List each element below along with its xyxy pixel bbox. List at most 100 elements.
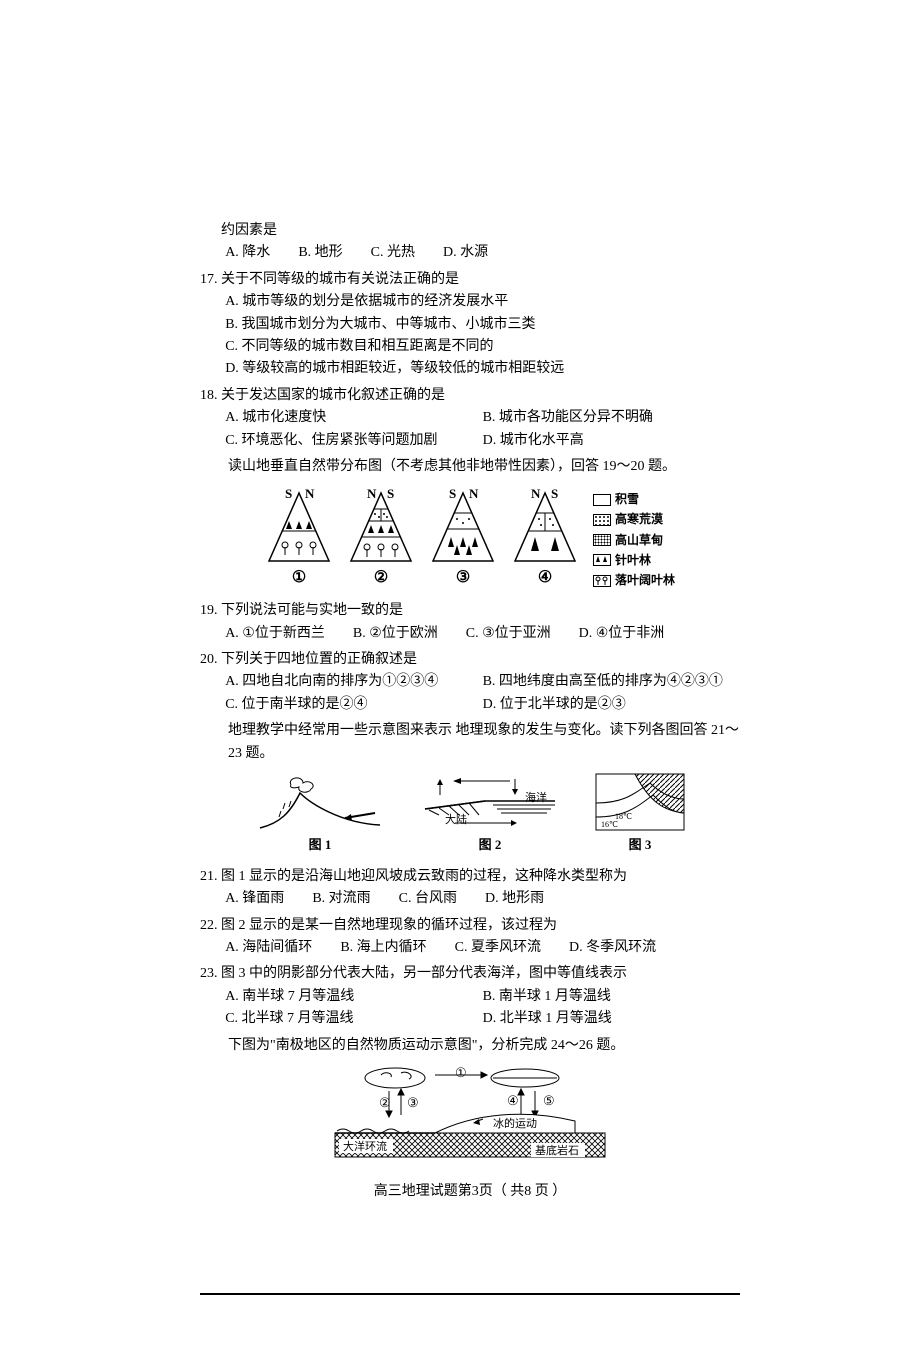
q20-options: A. 四地自北向南的排序为①②③④ C. 位于南半球的是②④ B. 四地纬度由高… (200, 671, 740, 716)
q21-options: A. 锋面雨 B. 对流雨 C. 台风雨 D. 地形雨 (200, 888, 740, 910)
q22-opt-b: B. 海上内循环 (340, 937, 426, 959)
fig-1: 图 1 (255, 773, 385, 856)
fig-3: 16℃ 18℃ 图 3 (595, 773, 685, 856)
q20-stem: 20. 下列关于四地位置的正确叙述是 (200, 649, 740, 671)
fig3-ice-label: 冰的运动 (493, 1116, 537, 1130)
q19-options: A. ①位于新西兰 B. ②位于欧洲 C. ③位于亚洲 D. ④位于非洲 (200, 623, 740, 645)
svg-text:N: N (531, 487, 541, 501)
fig3-label-5: ⑤ (543, 1093, 555, 1108)
q16-opt-a: A. 降水 (225, 242, 270, 264)
q17-opt-a: A. 城市等级的划分是依据城市的经济发展水平 (225, 291, 740, 313)
fig1-caption: 图 1 (255, 835, 385, 856)
note-1: 读山地垂直自然带分布图（不考虑其他非地带性因素），回答 19～20 题。 (200, 456, 740, 478)
q17-stem: 17. 关于不同等级的城市有关说法正确的是 (200, 269, 740, 291)
q16-options: A. 降水 B. 地形 C. 光热 D. 水源 (200, 242, 740, 264)
svg-text:18℃: 18℃ (615, 812, 632, 821)
q16-continuation: 约因素是 A. 降水 B. 地形 C. 光热 D. 水源 (200, 220, 740, 265)
svg-text:S: S (449, 487, 456, 501)
q19-opt-a: A. ①位于新西兰 (225, 623, 325, 645)
triangle-3: S N ③ (429, 487, 497, 591)
q18-opt-b: B. 城市各功能区分异不明确 (483, 407, 740, 429)
q22-stem: 22. 图 2 显示的是某一自然地理现象的循环过程，该过程为 (200, 915, 740, 937)
tri-label-2: ② (374, 565, 388, 591)
figure-three-panels: 图 1 海洋 大陆 图 2 (200, 773, 740, 856)
q19-opt-b: B. ②位于欧洲 (353, 623, 438, 645)
figure-mountains: S N ① N S (200, 486, 740, 590)
figure-antarctic: ① ② ③ ④ ⑤ 冰的运动 大洋环流 基底岩石 (200, 1063, 740, 1163)
q22-opt-a: A. 海陆间循环 (225, 937, 312, 959)
q22-opt-c: C. 夏季风环流 (455, 937, 541, 959)
q21-opt-a: A. 锋面雨 (225, 888, 284, 910)
q20: 20. 下列关于四地位置的正确叙述是 A. 四地自北向南的排序为①②③④ C. … (200, 649, 740, 716)
q17-options: A. 城市等级的划分是依据城市的经济发展水平 B. 我国城市划分为大城市、中等城… (200, 291, 740, 381)
q19-opt-c: C. ③位于亚洲 (466, 623, 551, 645)
legend-snow: 积雪 (593, 490, 675, 509)
q20-opt-b: B. 四地纬度由高至低的排序为④②③① (483, 671, 740, 693)
svg-text:N: N (305, 487, 315, 501)
fig2-ocean-label: 海洋 (525, 790, 547, 804)
q20-opt-c: C. 位于南半球的是②④ (225, 694, 482, 716)
fig3-label-3: ③ (407, 1095, 419, 1110)
fig3-ocean-label: 大洋环流 (343, 1139, 387, 1153)
q17: 17. 关于不同等级的城市有关说法正确的是 A. 城市等级的划分是依据城市的经济… (200, 269, 740, 381)
svg-text:N: N (367, 487, 377, 501)
q21-opt-c: C. 台风雨 (399, 888, 457, 910)
q18-stem: 18. 关于发达国家的城市化叙述正确的是 (200, 385, 740, 407)
q22: 22. 图 2 显示的是某一自然地理现象的循环过程，该过程为 A. 海陆间循环 … (200, 915, 740, 960)
q18-opt-d: D. 城市化水平高 (483, 430, 740, 452)
page-footer: 高三地理试题第3页（ 共8 页 ） (200, 1181, 740, 1203)
q22-options: A. 海陆间循环 B. 海上内循环 C. 夏季风环流 D. 冬季风环流 (200, 937, 740, 959)
legend-grass: 高山草甸 (593, 531, 675, 550)
fig3-caption: 图 3 (595, 835, 685, 856)
q23-options: A. 南半球 7 月等温线 C. 北半球 7 月等温线 B. 南半球 1 月等温… (200, 986, 740, 1031)
tri-label-3: ③ (456, 565, 470, 591)
legend-broadleaf: 落叶阔叶林 (593, 571, 675, 590)
q16-opt-b: B. 地形 (298, 242, 342, 264)
svg-text:S: S (551, 487, 558, 501)
tri-label-1: ① (292, 565, 306, 591)
fig3-label-1: ① (455, 1065, 467, 1080)
q21: 21. 图 1 显示的是沿海山地迎风坡成云致雨的过程，这种降水类型称为 A. 锋… (200, 866, 740, 911)
q18-opt-c: C. 环境恶化、住房紧张等问题加剧 (225, 430, 482, 452)
note-2: 地理教学中经常用一些示意图来表示 地理现象的发生与变化。读下列各图回答 21～2… (200, 720, 740, 765)
q19: 19. 下列说法可能与实地一致的是 A. ①位于新西兰 B. ②位于欧洲 C. … (200, 600, 740, 645)
legend-conifer: 针叶林 (593, 551, 675, 570)
fig2-land-label: 大陆 (445, 812, 467, 826)
svg-text:N: N (469, 487, 479, 501)
q23-opt-d: D. 北半球 1 月等温线 (483, 1008, 740, 1030)
q23-opt-c: C. 北半球 7 月等温线 (225, 1008, 482, 1030)
note-3: 下图为"南极地区的自然物质运动示意图"，分析完成 24～26 题。 (200, 1035, 740, 1057)
q16-opt-c: C. 光热 (371, 242, 415, 264)
q22-opt-d: D. 冬季风环流 (569, 937, 656, 959)
q23: 23. 图 3 中的阴影部分代表大陆，另一部分代表海洋，图中等值线表示 A. 南… (200, 963, 740, 1030)
triangle-1: S N ① (265, 487, 333, 591)
fig3-rock-label: 基底岩石 (535, 1143, 579, 1157)
q17-opt-b: B. 我国城市划分为大城市、中等城市、小城市三类 (225, 314, 740, 336)
q17-opt-c: C. 不同等级的城市数目和相互距离是不同的 (225, 336, 740, 358)
q18-opt-a: A. 城市化速度快 (225, 407, 482, 429)
fig2-caption: 图 2 (415, 835, 565, 856)
bottom-rule (200, 1293, 740, 1295)
q23-opt-a: A. 南半球 7 月等温线 (225, 986, 482, 1008)
q20-opt-d: D. 位于北半球的是②③ (483, 694, 740, 716)
q21-opt-d: D. 地形雨 (485, 888, 544, 910)
q16-opt-d: D. 水源 (443, 242, 488, 264)
triangle-2: N S ② (347, 487, 415, 591)
q23-opt-b: B. 南半球 1 月等温线 (483, 986, 740, 1008)
q21-stem: 21. 图 1 显示的是沿海山地迎风坡成云致雨的过程，这种降水类型称为 (200, 866, 740, 888)
q19-stem: 19. 下列说法可能与实地一致的是 (200, 600, 740, 622)
svg-text:16℃: 16℃ (601, 820, 618, 829)
legend: 积雪 高寒荒漠 高山草甸 针叶林 落叶阔叶林 (593, 486, 675, 590)
q23-stem: 23. 图 3 中的阴影部分代表大陆，另一部分代表海洋，图中等值线表示 (200, 963, 740, 985)
q20-opt-a: A. 四地自北向南的排序为①②③④ (225, 671, 482, 693)
legend-desert: 高寒荒漠 (593, 510, 675, 529)
fig3-label-4: ④ (507, 1093, 519, 1108)
tri-label-4: ④ (538, 565, 552, 591)
q18-options: A. 城市化速度快 C. 环境恶化、住房紧张等问题加剧 B. 城市各功能区分异不… (200, 407, 740, 452)
fig-2: 海洋 大陆 图 2 (415, 773, 565, 856)
q21-opt-b: B. 对流雨 (312, 888, 370, 910)
q16-stem-cont: 约因素是 (200, 220, 740, 242)
q19-opt-d: D. ④位于非洲 (579, 623, 665, 645)
q18: 18. 关于发达国家的城市化叙述正确的是 A. 城市化速度快 C. 环境恶化、住… (200, 385, 740, 452)
triangle-4: N S ④ (511, 487, 579, 591)
